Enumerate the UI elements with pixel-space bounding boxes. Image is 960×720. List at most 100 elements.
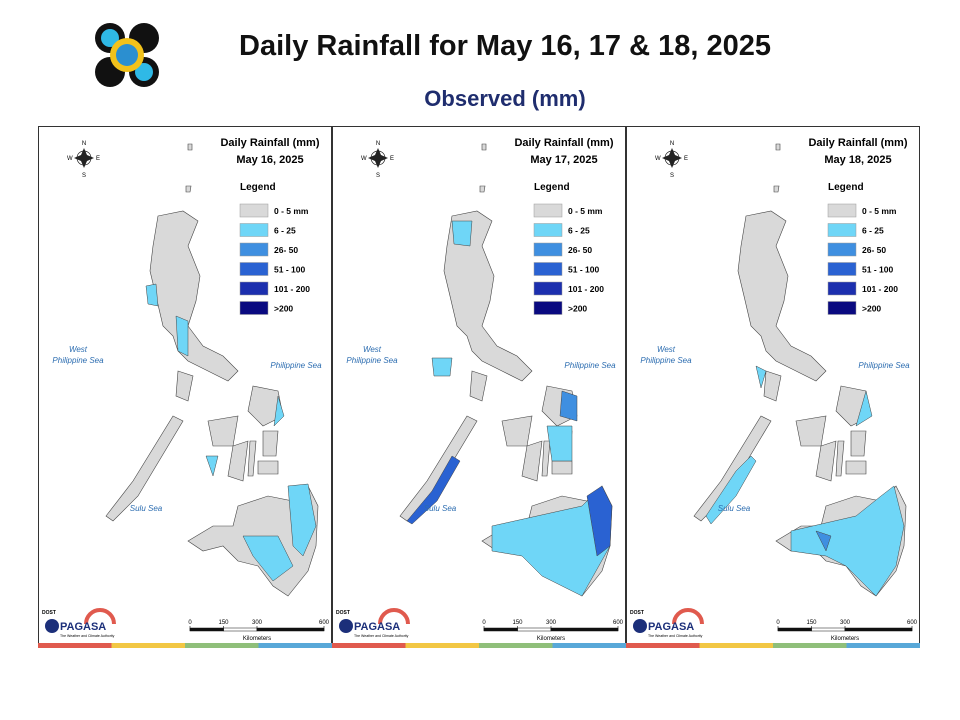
logo-tagline: The Weather and Climate Authority — [648, 634, 703, 638]
legend-label: 51 - 100 — [862, 265, 893, 275]
color-stripe — [185, 643, 259, 648]
legend-swatch — [827, 203, 857, 218]
land-area — [693, 415, 772, 522]
color-stripe — [773, 643, 847, 648]
land-area — [469, 370, 488, 402]
land-area — [521, 440, 543, 482]
logo-mark — [633, 619, 647, 633]
scale-bar-segment — [189, 627, 224, 632]
land-area — [175, 370, 194, 402]
panel-date: May 16, 2025 — [236, 154, 303, 166]
panel-title: Daily Rainfall (mm) — [220, 137, 319, 149]
legend-label: 26- 50 — [274, 245, 298, 255]
rainfall-area — [273, 395, 285, 427]
rainfall-area — [790, 485, 905, 597]
compass-rose — [368, 148, 388, 168]
rainfall-area — [451, 220, 473, 247]
logo-tagline: The Weather and Climate Authority — [60, 634, 115, 638]
legend-label: >200 — [274, 304, 293, 314]
compass-w: W — [361, 156, 367, 162]
scale-tick-label: 300 — [546, 620, 557, 626]
scale-bar-segment — [811, 627, 846, 632]
legend-label: 51 - 100 — [274, 265, 305, 275]
logo-agency: DOST — [42, 610, 56, 616]
scale-bar-segment — [777, 627, 812, 632]
rainfall-area — [815, 530, 832, 552]
land-area — [481, 143, 487, 151]
land-area — [262, 430, 279, 457]
legend-swatch — [827, 223, 857, 237]
land-area — [479, 185, 486, 193]
legend-label: 101 - 200 — [568, 284, 604, 294]
scale-bar-segment — [483, 627, 518, 632]
color-stripe — [38, 643, 112, 648]
compass-e: E — [390, 156, 394, 162]
legend-swatch — [239, 281, 269, 296]
sea-label-west: West Philippine Sea — [640, 345, 692, 365]
land-area — [541, 440, 551, 477]
land-area — [815, 440, 837, 482]
legend-swatch — [239, 223, 269, 237]
sea-label-sulu: Sulu Sea — [424, 504, 457, 513]
color-stripe — [699, 643, 773, 648]
scale-tick-label: 300 — [252, 620, 263, 626]
color-stripe — [111, 643, 185, 648]
compass-rose — [662, 148, 682, 168]
land-area — [501, 415, 533, 447]
land-area — [187, 143, 193, 151]
slide-subtitle: Observed (mm) — [424, 86, 586, 111]
scale-unit: Kilometers — [243, 636, 271, 642]
logo-rainbow — [672, 608, 704, 625]
land-area — [247, 440, 257, 477]
rainfall-area — [175, 315, 189, 357]
sea-label-east: Philippine Sea — [858, 361, 910, 370]
legend-swatch — [827, 242, 857, 257]
panel-date: May 18, 2025 — [824, 154, 891, 166]
compass-ring — [664, 150, 680, 166]
legend-label: 26- 50 — [568, 245, 592, 255]
legend-label: >200 — [862, 304, 881, 314]
rainfall-area — [855, 390, 873, 427]
sea-label-west: West Philippine Sea — [52, 345, 104, 365]
scale-tick-label: 0 — [188, 620, 192, 626]
logo-rainbow — [378, 608, 410, 625]
logo-name: PAGASA — [60, 621, 106, 633]
legend-title: Legend — [240, 182, 276, 193]
scale-bar-segment — [223, 627, 258, 632]
compass-ring — [370, 150, 386, 166]
legend-label: 6 - 25 — [568, 226, 590, 236]
rainfall-area — [287, 483, 317, 557]
compass-ring — [76, 150, 92, 166]
legend-title: Legend — [534, 182, 570, 193]
agency-logo — [94, 22, 160, 88]
scale-bar-segment — [256, 627, 325, 632]
map-panel: Daily Rainfall (mm) May 17, 2025 Legend 0 -… — [332, 126, 626, 648]
land-area — [850, 430, 867, 457]
compass-n: N — [376, 141, 380, 147]
land-area — [773, 185, 780, 193]
rainfall-area — [705, 455, 757, 525]
rainfall-area — [431, 357, 453, 377]
color-stripe — [626, 643, 700, 648]
slide-title: Daily Rainfall for May 16, 17 & 18, 2025 — [239, 30, 771, 62]
scale-bar-segment — [517, 627, 552, 632]
compass-n: N — [670, 141, 674, 147]
legend-swatch — [239, 301, 269, 315]
rainfall-area — [586, 485, 613, 557]
legend-label: 26- 50 — [862, 245, 886, 255]
color-stripe — [552, 643, 626, 648]
scale-tick-label: 150 — [512, 620, 523, 626]
legend-swatch — [533, 262, 563, 276]
land-area — [737, 210, 827, 382]
rainfall-area — [559, 390, 578, 422]
color-stripe — [479, 643, 553, 648]
panel-title: Daily Rainfall (mm) — [808, 137, 907, 149]
rainfall-area — [145, 283, 159, 307]
color-stripe — [258, 643, 332, 648]
compass-e: E — [684, 156, 688, 162]
panel-date: May 17, 2025 — [530, 154, 597, 166]
land-area — [227, 440, 249, 482]
sea-label-east: Philippine Sea — [564, 361, 616, 370]
logo-agency: DOST — [336, 610, 350, 616]
